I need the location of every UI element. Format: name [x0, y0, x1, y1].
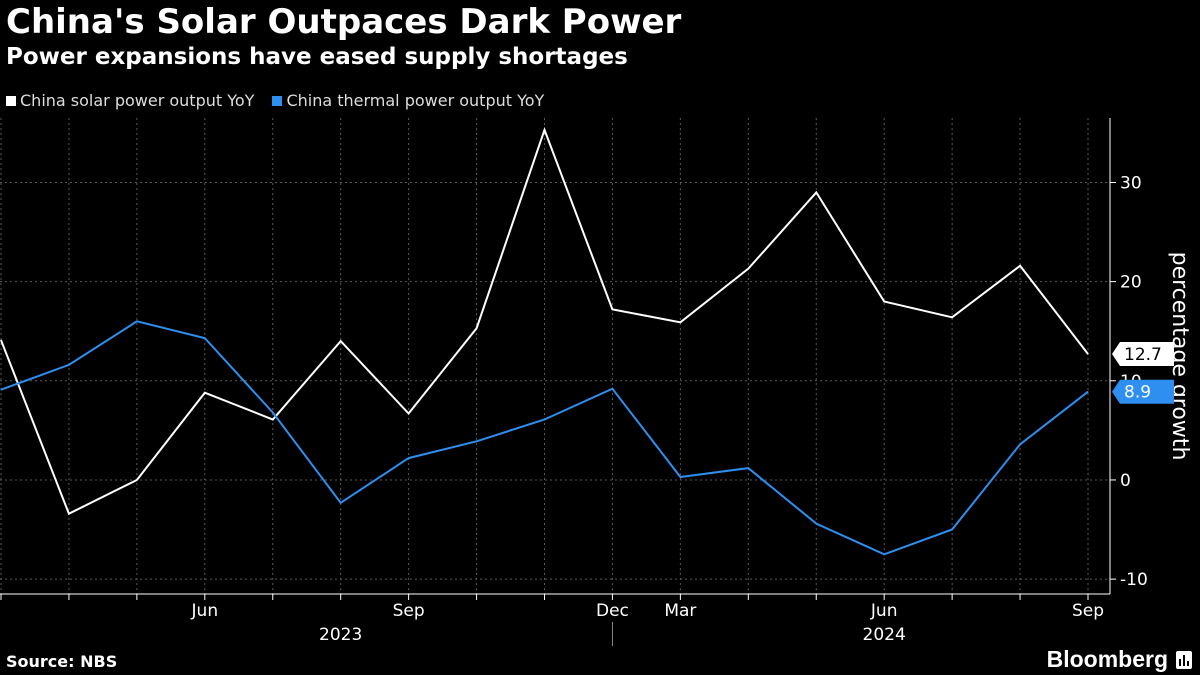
thermal-data-point: [408, 457, 410, 459]
y-tick-label: 30: [1120, 173, 1142, 193]
chart-subtitle: Power expansions have eased supply short…: [6, 44, 628, 70]
thermal-data-point: [0, 389, 2, 391]
solar-data-point: [951, 316, 953, 318]
legend-item-solar: China solar power output YoY: [6, 91, 254, 110]
thermal-data-point: [340, 502, 342, 504]
solar-end-tag: [1112, 342, 1174, 367]
solar-data-point: [747, 268, 749, 270]
y-tick-label: -10: [1120, 570, 1148, 590]
year-label: 2023: [319, 625, 362, 645]
thermal-data-point: [679, 476, 681, 478]
thermal-data-point: [1019, 443, 1021, 445]
bloomberg-wordmark: Bloomberg: [1046, 646, 1168, 672]
thermal-data-point: [951, 529, 953, 531]
legend-item-thermal: China thermal power output YoY: [272, 91, 544, 110]
solar-data-point: [408, 413, 410, 415]
solar-series-line: [0, 126, 1089, 516]
legend: China solar power output YoY China therm…: [6, 91, 562, 110]
solar-data-point: [883, 300, 885, 302]
y-tick-label: 20: [1120, 273, 1142, 293]
legend-swatch-thermal: [272, 95, 283, 106]
solar-data-point: [68, 513, 70, 515]
y-tick-label: 0: [1120, 471, 1131, 491]
solar-data-point: [815, 191, 817, 193]
thermal-data-point: [136, 320, 138, 322]
thermal-end-tag: [1112, 379, 1174, 404]
chart-title: China's Solar Outpaces Dark Power: [6, 2, 682, 42]
solar-data-point: [476, 327, 478, 329]
legend-swatch-solar: [6, 95, 16, 106]
x-tick-label: Sep: [393, 601, 425, 621]
thermal-end-value: 8.9: [1124, 383, 1151, 403]
solar-data-point: [204, 392, 206, 394]
solar-data-point: [0, 339, 2, 341]
thermal-data-point: [611, 388, 613, 390]
solar-data-point: [544, 129, 545, 131]
solar-data-point: [679, 321, 681, 323]
source-note: Source: NBS: [6, 652, 118, 671]
solar-data-point: [1087, 353, 1089, 355]
thermal-data-point: [1087, 391, 1089, 393]
x-tick-label: Sep: [1072, 601, 1104, 621]
thermal-data-point: [883, 553, 885, 555]
thermal-data-point: [476, 440, 478, 442]
solar-data-point: [272, 418, 274, 420]
legend-label-solar: China solar power output YoY: [20, 91, 255, 110]
year-label: 2024: [863, 625, 906, 645]
thermal-data-point: [204, 337, 206, 339]
x-tick-label: Dec: [596, 601, 629, 621]
thermal-data-point: [272, 412, 274, 414]
solar-end-value: 12.7: [1124, 345, 1162, 365]
solar-data-point: [1019, 265, 1021, 267]
legend-label-thermal: China thermal power output YoY: [286, 91, 545, 110]
solar-data-point: [136, 479, 138, 481]
thermal-data-point: [544, 418, 545, 420]
solar-data-point: [340, 340, 342, 342]
solar-data-point: [611, 308, 613, 310]
thermal-data-point: [815, 523, 817, 525]
x-tick-label: Jun: [191, 601, 219, 621]
bloomberg-chart-icon: [1176, 650, 1192, 669]
bloomberg-logo: Bloomberg: [1047, 646, 1192, 673]
x-tick-label: Jun: [870, 601, 898, 621]
thermal-data-point: [747, 467, 749, 469]
thermal-data-point: [68, 364, 70, 366]
x-tick-label: Mar: [664, 601, 696, 621]
